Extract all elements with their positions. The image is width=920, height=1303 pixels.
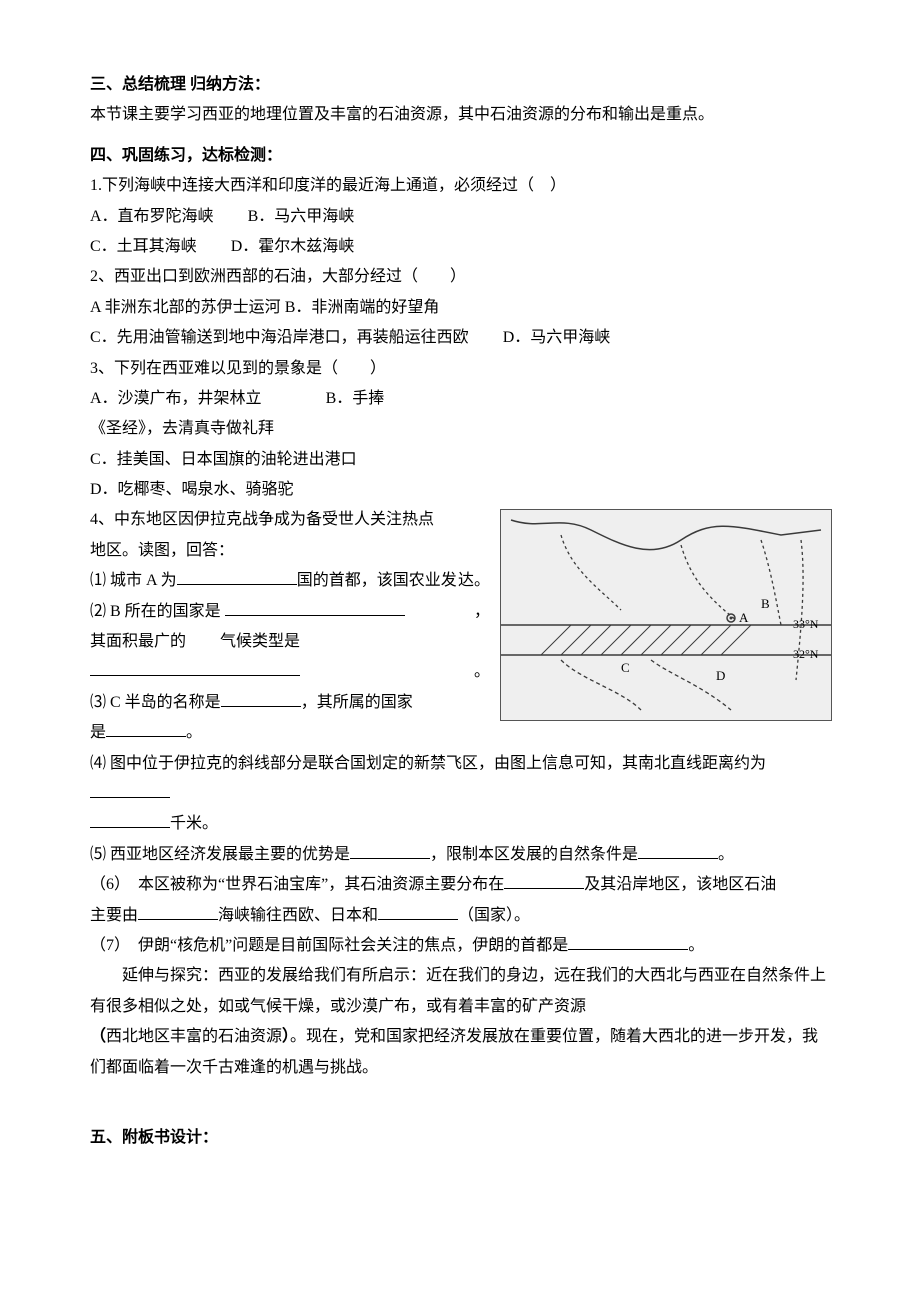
q2-optD: D．马六甲海峡 [503,329,611,346]
blank [221,690,301,707]
q4-1-end: 达。 [458,566,490,596]
blank [638,842,718,859]
map-label-C: C [621,660,630,675]
section-5-title: 五、附板书设计： [90,1123,830,1153]
section-3-body: 本节课主要学习西亚的地理位置及丰富的石油资源，其中石油资源的分布和输出是重点。 [90,100,830,130]
blank [90,811,170,828]
q1-options-row1: A．直布罗陀海峡 B．马六甲海峡 [90,202,830,232]
blank [504,872,584,889]
q2-optA: A 非洲东北部的苏伊士运河 [90,299,281,316]
q4-6-pre: （6） 本区被称为“世界石油宝库”，其石油资源主要分布在 [90,876,504,893]
q4-3b-pre: 是 [90,724,106,741]
q4-2-end: ， [474,597,490,627]
map-label-B: B [761,596,770,611]
q4-3-pre: ⑶ C 半岛的名称是 [90,694,221,711]
q4-4: ⑷ 图中位于伊拉克的斜线部分是联合国划定的新禁飞区，由图上信息可知，其南北直线距… [90,749,830,810]
blank [225,599,405,616]
extend-p1: 延伸与探究：西亚的发展给我们有所启示：近在我们的身边，远在我们的大西北与西亚在自… [90,961,830,1022]
q4-6b-mid: 海峡输往西欧、日本和 [218,907,378,924]
q2-row2: C．先用油管输送到地中海沿岸港口，再装船运往西欧 D．马六甲海峡 [90,323,830,353]
q4-5-pre: ⑸ 西亚地区经济发展最主要的优势是 [90,846,350,863]
q3-optA: A．沙漠广布，井架林立 [90,390,262,407]
q4-2-pre: ⑵ B 所在的国家是 [90,603,225,620]
q4-2b-mid: 气候类型是 [220,633,300,650]
map-label-32: 32°N [793,647,819,661]
q1-optD: D．霍尔木兹海峡 [231,232,355,262]
q2-optC: C．先用油管输送到地中海沿岸港口，再装船运往西欧 [90,329,469,346]
q4-6b-end: （国家）。 [458,907,530,924]
blank [568,933,688,950]
q1-optB: B．马六甲海峡 [248,202,355,232]
q4-6b: 主要由 海峡输往西欧、日本和 （国家）。 [90,901,830,931]
q4-7-end: 。 [688,937,704,954]
blank [106,720,186,737]
extend-p2: （西北地区丰富的石油资源）。现在，党和国家把经济发展放在重要位置，随着大西北的进… [90,1022,830,1083]
q3-row1: A．沙漠广布，井架林立 B．手捧 [90,384,830,414]
q2-optB: B．非洲南端的好望角 [285,299,440,316]
blank [350,842,430,859]
q2-row1: A 非洲东北部的苏伊士运河 B．非洲南端的好望角 [90,293,830,323]
q4-7: （7） 伊朗“核危机”问题是目前国际社会关注的焦点，伊朗的首都是 。 [90,931,830,961]
q2-stem: 2、西亚出口到欧洲西部的石油，大部分经过（ ） [90,262,830,292]
q4-5-end: 。 [718,846,734,863]
q3-optC: C．挂美国、日本国旗的油轮进出港口 [90,445,830,475]
extend-p2-suf: ） [282,1028,290,1045]
q4-6b-pre: 主要由 [90,907,138,924]
q1-optA: A．直布罗陀海峡 [90,202,214,232]
q3-optB-cont: 《圣经》，去清真寺做礼拜 [90,414,830,444]
section-4-title: 四、巩固练习，达标检测： [90,141,830,171]
q4-5-mid: ，限制本区发展的自然条件是 [430,846,638,863]
q4-3-mid: ，其所属的国家 [301,694,413,711]
blank [90,781,170,798]
q3-stem: 3、下列在西亚难以见到的景象是（ ） [90,354,830,384]
q3-optD: D．吃椰枣、喝泉水、骑骆驼 [90,475,830,505]
q4-5: ⑸ 西亚地区经济发展最主要的优势是 ，限制本区发展的自然条件是 。 [90,840,830,870]
extend-p2-mid: 西北地区丰富的石油资源 [106,1028,282,1045]
blank [90,659,300,676]
map-figure: A B 33°N 32°N C D [500,509,830,721]
q4-7-pre: （7） 伊朗“核危机”问题是目前国际社会关注的焦点，伊朗的首都是 [90,937,568,954]
q3-optB-pre: B．手捧 [326,390,385,407]
q4-4b: 千米。 [90,809,830,839]
q4-2b-pre: 其面积最广的 [90,633,186,650]
blank [177,568,297,585]
q4-2b-end: 。 [474,657,490,687]
map-label-A: A [739,610,749,625]
q4-1-mid: 国的首都，该国农业发 [297,572,457,589]
q4-1-pre: ⑴ 城市 A 为 [90,572,177,589]
q1-stem: 1.下列海峡中连接大西洋和印度洋的最近海上通道，必须经过（ ） [90,171,830,201]
map-label-D: D [716,668,725,683]
blank [378,903,458,920]
q4-3b: 是。 [90,718,830,748]
q4-6-mid: 及其沿岸地区，该地区石油 [584,876,776,893]
q1-options-row2: C．土耳其海峡 D．霍尔木兹海峡 [90,232,830,262]
extend-p2-pre: （ [90,1028,106,1045]
map-svg: A B 33°N 32°N C D [500,509,832,721]
q1-optC: C．土耳其海峡 [90,232,197,262]
q4-4-pre: ⑷ 图中位于伊拉克的斜线部分是联合国划定的新禁飞区，由图上信息可知，其南北直线距… [90,755,766,772]
q4-3b-end: 。 [186,724,202,741]
q4-6: （6） 本区被称为“世界石油宝库”，其石油资源主要分布在 及其沿岸地区，该地区石油 [90,870,830,900]
map-label-33: 33°N [793,617,819,631]
section-3-title: 三、总结梳理 归纳方法： [90,70,830,100]
q4-4-end: 千米。 [170,815,218,832]
blank [138,903,218,920]
